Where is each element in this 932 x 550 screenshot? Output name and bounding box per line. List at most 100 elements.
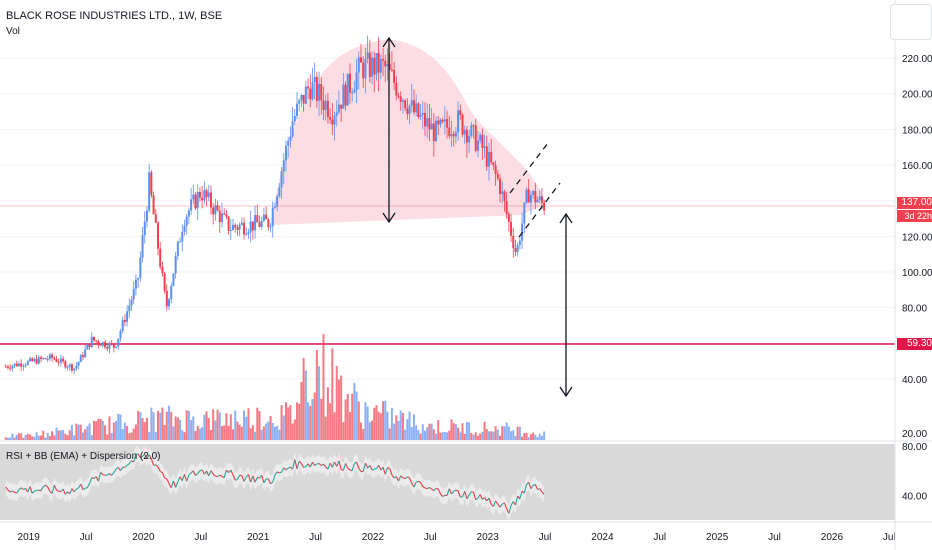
time-tick-label: Jul <box>80 532 93 543</box>
candle-body <box>115 346 118 348</box>
volume-bar <box>104 425 107 440</box>
volume-bar <box>183 432 186 440</box>
rsi-segment <box>212 473 216 477</box>
candle-body <box>176 241 179 256</box>
volume-bar <box>55 427 58 440</box>
volume-bar <box>284 402 287 440</box>
volume-bar <box>130 432 133 440</box>
volume-bar <box>194 430 197 440</box>
time-axis[interactable]: 2019 Jul 2020 Jul 2021 Jul 2022 Jul 2023 Jul 2024 J… <box>18 532 896 543</box>
volume-bar <box>366 406 369 440</box>
candle-body <box>333 115 336 125</box>
time-tick-label: 2023 <box>477 532 500 543</box>
candle-body <box>315 76 318 101</box>
volume-bar <box>432 429 435 440</box>
rsi-segment <box>195 473 199 477</box>
rsi-segment <box>329 462 333 468</box>
rsi-segment <box>155 464 159 468</box>
volume-bar <box>64 433 67 440</box>
rsi-segment <box>523 484 528 494</box>
volume-bar <box>81 432 84 440</box>
rsi-segment <box>442 494 446 498</box>
pattern-shape <box>270 39 545 225</box>
rsi-segment <box>223 470 227 478</box>
rsi-segment <box>309 461 313 468</box>
volume-bar <box>395 415 398 440</box>
volume-bar <box>388 428 391 440</box>
volume-bar <box>315 349 318 440</box>
volume-bar <box>258 411 261 440</box>
candle-body <box>483 146 486 148</box>
price-tick-label: 100.00 <box>902 268 932 279</box>
volume-bar <box>543 431 546 440</box>
candle-body <box>499 178 502 195</box>
chart-settings-button[interactable] <box>890 4 932 40</box>
rsi-segment <box>338 460 342 470</box>
candle-body <box>534 190 537 203</box>
volume-bar <box>474 432 477 440</box>
rsi-segment <box>283 467 287 471</box>
volume-bar <box>218 412 221 440</box>
rsi-segment <box>488 497 492 505</box>
candle-body <box>311 82 314 100</box>
rsi-segment <box>276 471 280 474</box>
candle-body <box>216 205 219 211</box>
candle-body <box>15 363 18 367</box>
price-axis[interactable]: 220.00200.00180.00160.00140.00120.00100.… <box>902 54 932 440</box>
candle-body <box>344 84 347 106</box>
candle-body <box>121 319 124 331</box>
volume-bar <box>324 416 327 440</box>
candle-body <box>538 196 541 201</box>
chart-title: BLACK ROSE INDUSTRIES LTD., 1W, BSE <box>6 10 223 22</box>
candle-body <box>465 129 468 143</box>
rsi-segment <box>144 453 148 459</box>
volume-bar <box>137 410 140 440</box>
volume-label: Vol <box>6 26 20 37</box>
rsi-segment <box>14 491 17 494</box>
rsi-segment <box>395 476 400 482</box>
volume-bar <box>507 426 510 440</box>
rsi-segment <box>508 505 512 514</box>
candle-body <box>302 94 305 104</box>
candle-body <box>165 290 168 307</box>
volume-bar <box>271 423 274 440</box>
candle-body <box>357 57 360 73</box>
volume-bar <box>73 435 76 440</box>
rsi-segment <box>243 476 247 482</box>
candle-body <box>117 338 120 347</box>
candle-body <box>42 358 45 360</box>
candle-body <box>408 105 411 114</box>
volume-bar <box>296 402 299 440</box>
rsi-segment <box>404 476 408 480</box>
candle-body <box>421 112 424 115</box>
candle-body <box>472 125 475 127</box>
time-tick-label: 2019 <box>18 532 41 543</box>
rsi-segment <box>272 474 276 483</box>
volume-bar <box>256 407 259 440</box>
candle-body <box>543 202 546 211</box>
volume-bar <box>13 437 16 440</box>
volume-bar <box>430 423 433 440</box>
candle-body <box>523 202 526 224</box>
candle-body <box>390 69 393 71</box>
volume-bar <box>536 437 539 440</box>
rsi-segment <box>327 462 331 470</box>
candle-body <box>9 367 12 369</box>
candle-body <box>510 221 513 236</box>
candle-body <box>419 114 422 117</box>
candle-body <box>360 57 363 63</box>
volume-bar <box>289 405 292 440</box>
rsi-segment <box>76 487 79 490</box>
candle-body <box>490 151 493 163</box>
volume-bar <box>399 410 402 440</box>
volume-bar <box>170 411 173 440</box>
volume-bar <box>538 433 541 440</box>
volume-bar <box>238 424 241 440</box>
candle-body <box>159 248 162 267</box>
candle-body <box>51 354 54 358</box>
rsi-segment <box>495 500 499 505</box>
rsi-segment <box>102 474 106 476</box>
rsi-segment <box>400 475 404 479</box>
candle-body <box>269 226 272 228</box>
